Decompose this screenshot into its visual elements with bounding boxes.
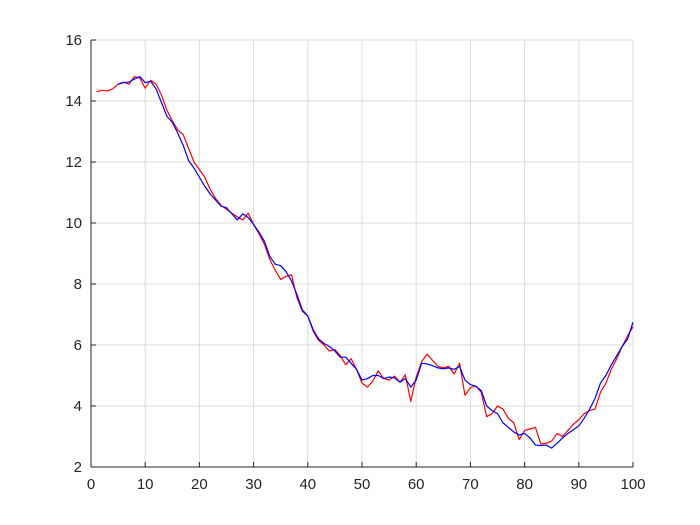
y-tick-label: 8	[74, 276, 82, 293]
y-tick-label: 16	[65, 32, 82, 49]
y-tick-label: 12	[65, 154, 82, 171]
x-tick-label: 40	[299, 476, 316, 493]
x-tick-label: 100	[620, 476, 645, 493]
x-tick-label: 60	[408, 476, 425, 493]
x-tick-label: 70	[462, 476, 479, 493]
x-tick-label: 30	[245, 476, 262, 493]
y-tick-label: 14	[65, 93, 82, 110]
x-tick-label: 90	[570, 476, 587, 493]
y-tick-label: 6	[74, 337, 82, 354]
x-tick-label: 50	[354, 476, 371, 493]
y-tick-label: 2	[74, 459, 82, 476]
y-tick-label: 10	[65, 215, 82, 232]
x-tick-label: 10	[137, 476, 154, 493]
axes	[90, 39, 634, 468]
series-line-2	[117, 75, 634, 449]
x-tick-label: 20	[191, 476, 208, 493]
grid	[90, 39, 634, 468]
series-line-1	[96, 75, 634, 445]
x-tick-label: 80	[516, 476, 533, 493]
x-tick-label: 0	[87, 476, 95, 493]
y-tick-label: 4	[74, 398, 82, 415]
tick-labels: 0 10 20 30 40 50 60 70 80 90 100 2 4 6 8 10 12 14 16	[65, 32, 645, 493]
series-lines	[96, 75, 634, 449]
